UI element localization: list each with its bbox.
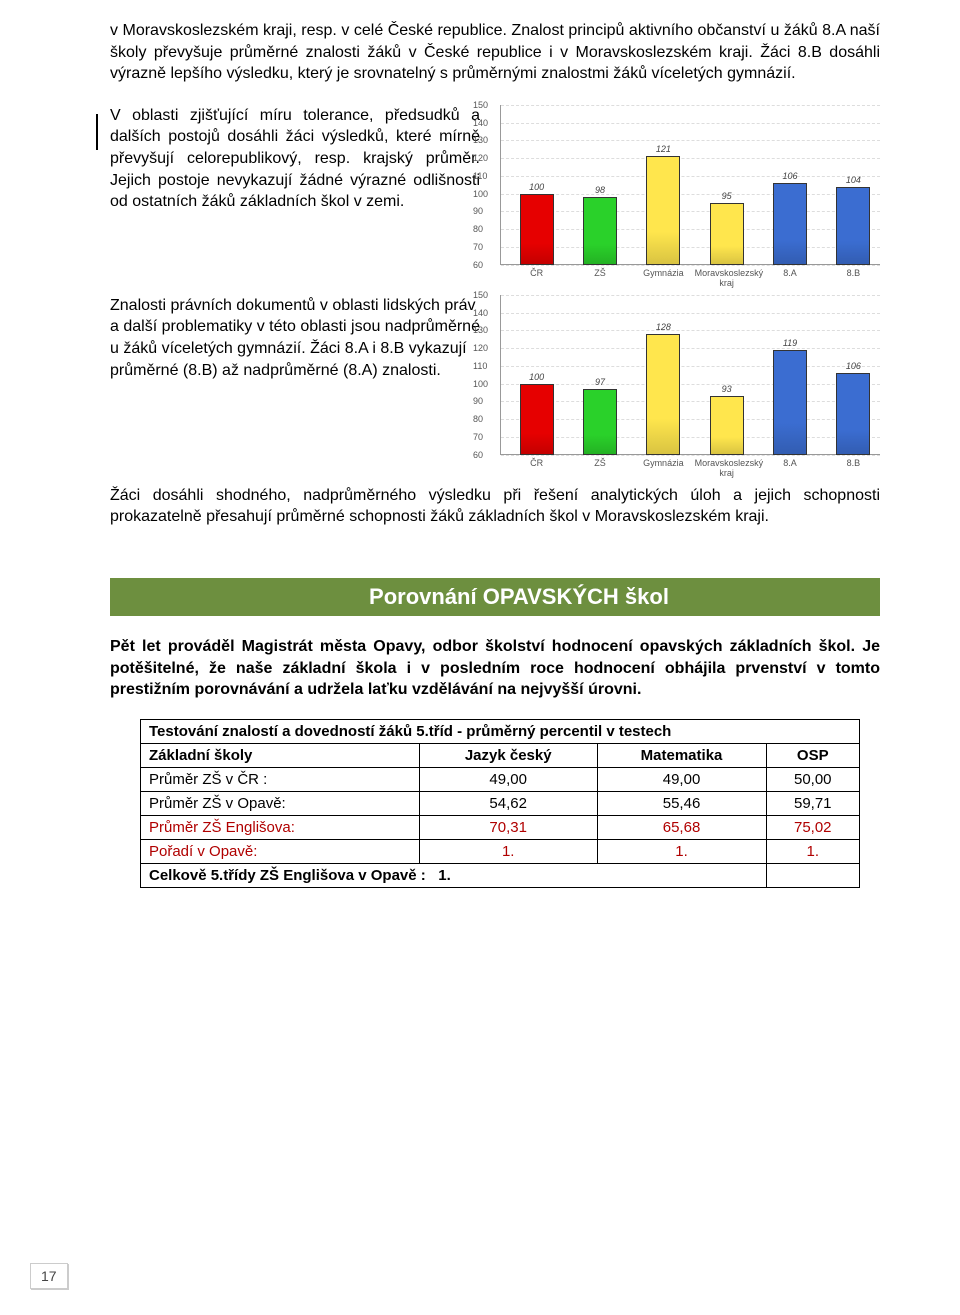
x-axis-label: Moravskoslezský kraj (695, 459, 759, 479)
chart-bar (773, 183, 807, 265)
chart-bar (583, 197, 617, 265)
ytick: 130 (473, 325, 488, 335)
results-table: Testování znalostí a dovedností žáků 5.t… (140, 719, 860, 888)
table-cell: 1. (597, 839, 766, 863)
paragraph-2: V oblasti zjišťující míru tolerance, pře… (110, 105, 480, 265)
bar-value: 95 (722, 191, 732, 201)
paragraph-3: Znalosti právních dokumentů v oblasti li… (110, 295, 480, 455)
ytick: 70 (473, 432, 483, 442)
x-axis-label: ČR (505, 269, 569, 279)
bar-value: 104 (846, 175, 861, 185)
bar-value: 97 (595, 377, 605, 387)
chart-bar (646, 334, 680, 455)
bar-value: 106 (782, 171, 797, 181)
ytick: 90 (473, 396, 483, 406)
x-axis-label: Moravskoslezský kraj (695, 269, 759, 289)
bar-value: 106 (846, 361, 861, 371)
table-row-label: Průměr ZŠ Englišova: (141, 815, 420, 839)
chart-bar (520, 194, 554, 265)
section-title: Porovnání OPAVSKÝCH škol (110, 578, 880, 616)
x-axis-label: ČR (505, 459, 569, 469)
table-footer-label: Celkově 5.třídy ZŠ Englišova v Opavě : 1… (141, 863, 767, 887)
text-cursor (96, 114, 98, 150)
chart-bar (583, 389, 617, 455)
ytick: 90 (473, 206, 483, 216)
table-cell: 1. (419, 839, 597, 863)
ytick: 140 (473, 308, 488, 318)
table-cell: 75,02 (766, 815, 859, 839)
ytick: 60 (473, 450, 483, 460)
x-axis-label: ZŠ (568, 269, 632, 279)
paragraph-4: Žáci dosáhli shodného, nadprůměrného výs… (110, 485, 880, 528)
x-axis-label: 8.A (758, 459, 822, 469)
ytick: 150 (473, 290, 488, 300)
bar-value: 100 (529, 372, 544, 382)
table-row-label: Průměr ZŠ v ČR : (141, 767, 420, 791)
ytick: 110 (473, 361, 487, 371)
table-column-header: Jazyk český (419, 743, 597, 767)
table-column-header: Základní školy (141, 743, 420, 767)
chart-bar (836, 373, 870, 455)
ytick: 130 (473, 135, 488, 145)
bar-value: 121 (656, 144, 671, 154)
x-axis-label: 8.B (821, 459, 885, 469)
chart-tolerance: 60708090100110120130140150100ČR98ZŠ121Gy… (500, 105, 880, 265)
x-axis-label: 8.B (821, 269, 885, 279)
table-row-label: Pořadí v Opavě: (141, 839, 420, 863)
ytick: 100 (473, 379, 488, 389)
ytick: 120 (473, 343, 488, 353)
ytick: 110 (473, 171, 487, 181)
table-cell: 70,31 (419, 815, 597, 839)
ytick: 100 (473, 189, 488, 199)
ytick: 150 (473, 100, 488, 110)
table-footer-empty (766, 863, 859, 887)
ytick: 120 (473, 153, 488, 163)
table-cell: 59,71 (766, 791, 859, 815)
chart-bar (710, 203, 744, 265)
table-title: Testování znalostí a dovedností žáků 5.t… (141, 719, 860, 743)
x-axis-label: ZŠ (568, 459, 632, 469)
ytick: 70 (473, 242, 483, 252)
chart-bar (520, 384, 554, 455)
bar-value: 100 (529, 182, 544, 192)
ytick: 60 (473, 260, 483, 270)
paragraph-5: Pět let prováděl Magistrát města Opavy, … (110, 636, 880, 701)
chart-bar (646, 156, 680, 264)
table-cell: 55,46 (597, 791, 766, 815)
ytick: 80 (473, 414, 483, 424)
bar-value: 93 (722, 384, 732, 394)
x-axis-label: 8.A (758, 269, 822, 279)
chart-bar (773, 350, 807, 455)
table-column-header: OSP (766, 743, 859, 767)
chart-bar (836, 187, 870, 265)
table-column-header: Matematika (597, 743, 766, 767)
ytick: 140 (473, 118, 488, 128)
ytick: 80 (473, 224, 483, 234)
table-row-label: Průměr ZŠ v Opavě: (141, 791, 420, 815)
table-cell: 1. (766, 839, 859, 863)
table-cell: 49,00 (419, 767, 597, 791)
chart-bar (710, 396, 744, 455)
page-number: 17 (30, 1263, 68, 1289)
table-cell: 54,62 (419, 791, 597, 815)
paragraph-1: v Moravskoslezském kraji, resp. v celé Č… (110, 20, 880, 85)
table-cell: 65,68 (597, 815, 766, 839)
x-axis-label: Gymnázia (631, 269, 695, 279)
table-cell: 49,00 (597, 767, 766, 791)
table-cell: 50,00 (766, 767, 859, 791)
bar-value: 128 (656, 322, 671, 332)
bar-value: 98 (595, 185, 605, 195)
x-axis-label: Gymnázia (631, 459, 695, 469)
chart-legal-docs: 60708090100110120130140150100ČR97ZŠ128Gy… (500, 295, 880, 455)
bar-value: 119 (783, 338, 797, 348)
